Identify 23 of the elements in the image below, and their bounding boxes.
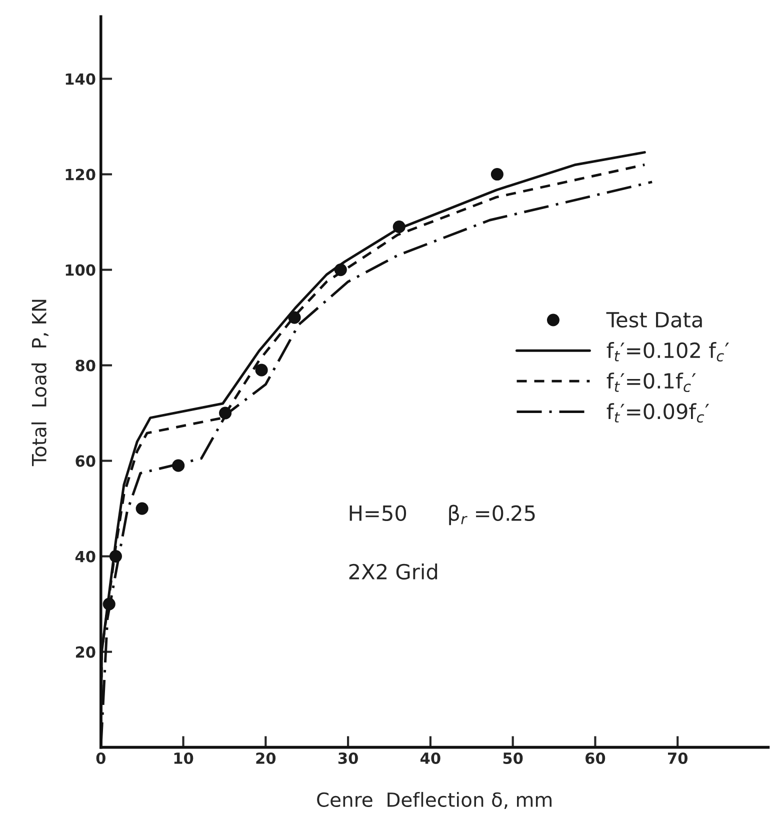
y-axis-title: Total Load P, KN [31,300,48,466]
y-tick-label: 120 [66,168,96,180]
x-axis-title: Cenre Deflection δ, mm [317,792,552,810]
x-tick-label: 60 [586,752,606,764]
x-tick-label: 50 [503,752,523,764]
x-tick-label: 10 [174,752,194,764]
y-tick-label: 100 [66,264,96,276]
legend-label: f$_{t}$′=0.09f$_{c}$′ [606,403,710,423]
annotation: 2X2 Grid [349,563,438,580]
legend-label: f$_{t}$′=0.1f$_{c}$′ [606,372,696,392]
y-tick-label: 60 [76,455,96,467]
legend-label: Test Data [606,312,702,328]
x-tick-label: 0 [96,752,106,764]
legend-label: f$_{t}$′=0.102 f$_{c}$′ [606,342,729,362]
y-tick-label: 40 [75,550,96,562]
y-tick-label: 80 [76,360,96,372]
annotation: H=50 β$_{r}$ =0.25 [350,504,535,526]
x-tick-label: 40 [420,752,440,764]
y-tick-label: 20 [76,646,96,658]
x-tick-label: 20 [256,752,276,764]
y-tick-label: 140 [66,73,96,85]
x-tick-label: 70 [668,752,688,764]
x-tick-label: 30 [338,752,358,764]
